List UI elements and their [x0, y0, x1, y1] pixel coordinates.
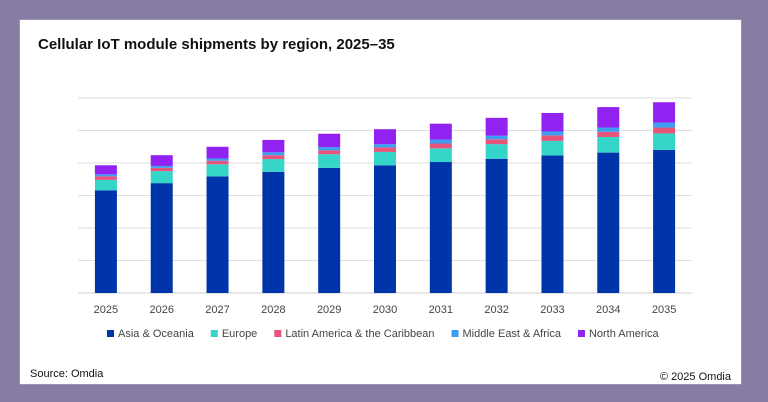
legend-label: Asia & Oceania [118, 328, 195, 340]
x-tick-label: 2032 [484, 304, 508, 316]
bar-segment-north-america-2030 [374, 129, 396, 145]
x-tick-label: 2027 [205, 304, 229, 316]
bar-segment-europe-2029 [318, 154, 341, 168]
bar-segment-latin-america-the-caribbean-2031 [429, 143, 452, 149]
legend-label: North America [589, 328, 660, 340]
bar-segment-north-america-2033 [541, 112, 564, 132]
bar-segment-europe-2026 [150, 171, 173, 184]
bar-segment-europe-2034 [597, 137, 620, 153]
bar-segment-europe-2027 [206, 164, 229, 177]
bar-segment-europe-2025 [94, 179, 117, 191]
legend-swatch [577, 330, 585, 337]
copyright-note: © 2025 Omdia [659, 371, 731, 383]
bar-segment-latin-america-the-caribbean-2029 [318, 150, 341, 155]
bar-segment-asia-oceania-2028 [262, 171, 285, 293]
legend-swatch [451, 330, 459, 337]
bar-segment-middle-east-africa-2032 [485, 135, 508, 140]
bar-segment-north-america-2026 [150, 155, 173, 166]
bar-segment-europe-2028 [262, 159, 285, 172]
bar-segment-asia-oceania-2025 [94, 190, 117, 293]
x-tick-label: 2028 [261, 304, 285, 316]
bar-segment-middle-east-africa-2035 [653, 122, 676, 128]
bar-segment-latin-america-the-caribbean-2032 [485, 139, 508, 145]
bar-segment-asia-oceania-2033 [541, 155, 564, 293]
chart-card: Cellular IoT module shipments by region,… [19, 19, 742, 385]
bar-segment-latin-america-the-caribbean-2035 [653, 127, 676, 134]
bar-segment-latin-america-the-caribbean-2030 [374, 147, 396, 152]
bar-segment-middle-east-africa-2033 [541, 131, 564, 136]
bar-segment-latin-america-the-caribbean-2027 [206, 160, 229, 165]
bar-segment-latin-america-the-caribbean-2033 [541, 135, 564, 141]
bar-segment-middle-east-africa-2030 [374, 144, 396, 148]
bar-segment-north-america-2029 [318, 133, 341, 148]
bar-segment-middle-east-africa-2026 [150, 165, 173, 168]
stacked-bar-chart: 2025 2026 2027 2028 2029 2030 2031 2032 2033 2034… [78, 97, 692, 340]
bar-segment-north-america-2034 [597, 107, 620, 128]
bar-segment-asia-oceania-2027 [206, 176, 229, 293]
bar-segment-asia-oceania-2030 [374, 165, 396, 293]
bar-segment-middle-east-africa-2031 [429, 139, 452, 144]
legend-label: Middle East & Africa [463, 328, 562, 340]
bar-segment-asia-oceania-2035 [653, 150, 676, 293]
bar-segment-north-america-2027 [206, 146, 229, 159]
x-tick-label: 2025 [94, 304, 118, 316]
x-tick-label: 2031 [429, 304, 453, 316]
bar-segment-middle-east-africa-2034 [597, 127, 620, 132]
legend-swatch [274, 330, 282, 337]
bar-segment-north-america-2035 [653, 102, 676, 123]
bar-segment-middle-east-africa-2025 [94, 174, 117, 177]
bar-segment-europe-2031 [429, 148, 452, 163]
x-tick-label: 2034 [596, 304, 620, 316]
bar-segment-europe-2033 [541, 140, 564, 156]
legend-label: Europe [222, 328, 257, 340]
bar-segment-latin-america-the-caribbean-2028 [262, 155, 285, 160]
bar-segment-middle-east-africa-2027 [206, 158, 229, 161]
bar-segment-north-america-2031 [429, 123, 452, 140]
bar-segment-asia-oceania-2034 [597, 152, 620, 293]
bar-segment-asia-oceania-2031 [429, 162, 452, 293]
bar-segment-europe-2035 [653, 133, 676, 150]
bar-segment-latin-america-the-caribbean-2025 [94, 176, 117, 180]
legend-swatch [107, 330, 114, 337]
bar-segment-latin-america-the-caribbean-2026 [150, 167, 173, 172]
bar-segment-north-america-2032 [485, 117, 508, 136]
legend-swatch [210, 330, 218, 337]
x-tick-label: 2026 [149, 304, 173, 316]
bar-segment-latin-america-the-caribbean-2034 [597, 131, 620, 137]
bar-segment-asia-oceania-2029 [318, 167, 341, 293]
bar-segment-middle-east-africa-2028 [262, 152, 285, 156]
bar-segment-europe-2030 [374, 151, 396, 166]
bar-segment-north-america-2028 [262, 139, 285, 153]
bar-segment-middle-east-africa-2029 [318, 147, 341, 151]
bar-segment-asia-oceania-2026 [150, 183, 173, 293]
source-note: Source: Omdia [30, 368, 104, 380]
x-tick-label: 2035 [652, 304, 676, 316]
bar-segment-north-america-2025 [94, 165, 117, 175]
bar-segment-asia-oceania-2032 [485, 158, 508, 293]
x-tick-label: 2030 [373, 304, 397, 316]
x-tick-label: 2029 [317, 304, 341, 316]
legend-label: Latin America & the Caribbean [285, 328, 434, 340]
chart-title: Cellular IoT module shipments by region,… [38, 36, 395, 53]
bar-segment-europe-2032 [485, 144, 508, 159]
x-tick-label: 2033 [540, 304, 564, 316]
